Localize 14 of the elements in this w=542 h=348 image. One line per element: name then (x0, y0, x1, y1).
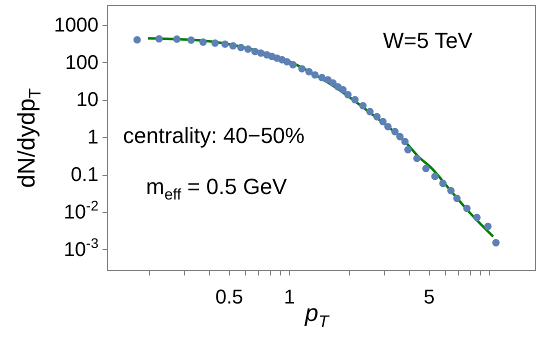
y-tick-label: 100 (65, 52, 98, 74)
x-axis-title: p$_{T}$ (305, 300, 329, 331)
y-tick-label: 1 (87, 126, 98, 149)
y-tick-label: 0.1 (70, 164, 98, 186)
y-tick-label: 10$^{-2}$ (64, 197, 99, 224)
x-tick-label: 1 (284, 286, 296, 308)
x-tick-label: 0.5 (215, 286, 244, 308)
annotation: W=5 TeV (383, 28, 472, 53)
y-tick-label: 10$^{-3}$ (64, 234, 99, 261)
y-tick-label: 10 (76, 89, 98, 112)
annotation: m$_{eff}$ = 0.5 GeV (146, 174, 287, 204)
y-tick-label: 1000 (54, 14, 98, 36)
annotation: centrality: 40−50% (123, 123, 305, 148)
x-tick-label: 5 (424, 286, 435, 308)
